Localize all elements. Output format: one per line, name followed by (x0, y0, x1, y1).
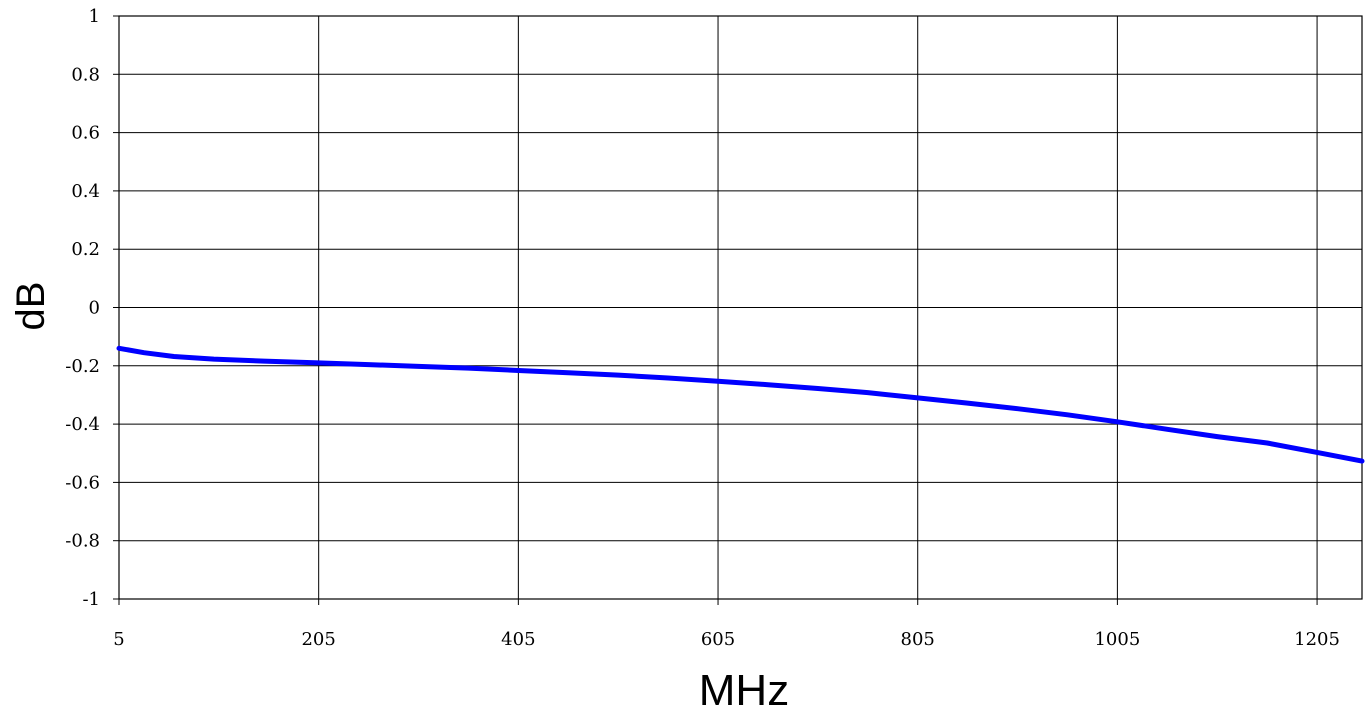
y-tick-labels: 1 0.8 0.6 0.4 0.2 0 -0.2 -0.4 -0.6 -0.8 -1 (65, 6, 100, 610)
y-tick-label: 0.4 (71, 181, 100, 202)
series-line-0 (116, 345, 1365, 464)
y-tick-label: -0.4 (65, 414, 100, 435)
y-tick-label: 0.8 (71, 64, 100, 85)
x-tick-label: 205 (301, 629, 335, 650)
x-tick-label: 405 (501, 629, 535, 650)
y-tick-label: 0.2 (71, 239, 100, 260)
y-tick-label: -0.6 (65, 472, 100, 493)
x-tick-label: 5 (113, 629, 124, 650)
y-tick-label: -0.8 (65, 531, 100, 552)
grid (113, 15, 1362, 605)
y-tick-label: -1 (82, 589, 100, 610)
x-tick-label: 1205 (1294, 629, 1340, 650)
plot-border (118, 15, 1363, 600)
y-tick-label: 1 (89, 6, 100, 27)
x-tick-label: 605 (701, 629, 735, 650)
plot-frame (118, 15, 1363, 600)
x-axis-title: MHz (699, 666, 789, 713)
y-tick-label: 0 (89, 298, 100, 319)
x-tick-label: 1005 (1094, 629, 1140, 650)
y-axis-title: dB (9, 282, 53, 331)
y-tick-label: 0.6 (71, 123, 100, 144)
series-layer (116, 345, 1365, 464)
x-tick-label: 805 (901, 629, 935, 650)
x-tick-labels: 5 205 405 605 805 1005 1205 (113, 629, 1340, 650)
y-tick-label: -0.2 (65, 356, 100, 377)
